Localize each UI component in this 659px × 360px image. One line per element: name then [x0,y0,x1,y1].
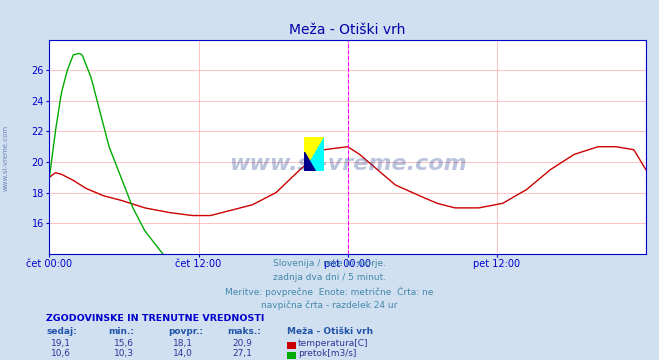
Text: 10,6: 10,6 [51,349,71,358]
Text: navpična črta - razdelek 24 ur: navpična črta - razdelek 24 ur [262,300,397,310]
Text: maks.:: maks.: [227,327,261,336]
Text: 10,3: 10,3 [114,349,134,358]
Text: temperatura[C]: temperatura[C] [298,339,368,348]
Text: min.:: min.: [109,327,134,336]
Polygon shape [304,152,316,171]
Text: 18,1: 18,1 [173,339,193,348]
Text: zadnja dva dni / 5 minut.: zadnja dva dni / 5 minut. [273,273,386,282]
Text: 15,6: 15,6 [114,339,134,348]
Text: 27,1: 27,1 [233,349,252,358]
Text: www.si-vreme.com: www.si-vreme.com [229,154,467,174]
Title: Meža - Otiški vrh: Meža - Otiški vrh [289,23,406,37]
Text: Meža - Otiški vrh: Meža - Otiški vrh [287,327,373,336]
Polygon shape [304,137,324,171]
Text: povpr.:: povpr.: [168,327,203,336]
Text: 19,1: 19,1 [51,339,71,348]
Text: pretok[m3/s]: pretok[m3/s] [298,349,357,358]
Text: 20,9: 20,9 [233,339,252,348]
Text: 14,0: 14,0 [173,349,193,358]
Text: www.si-vreme.com: www.si-vreme.com [2,125,9,192]
Text: Slovenija / reke in morje.: Slovenija / reke in morje. [273,259,386,268]
Polygon shape [304,137,324,171]
Text: Meritve: povprečne  Enote: metrične  Črta: ne: Meritve: povprečne Enote: metrične Črta:… [225,287,434,297]
Text: ZGODOVINSKE IN TRENUTNE VREDNOSTI: ZGODOVINSKE IN TRENUTNE VREDNOSTI [46,314,264,323]
Text: sedaj:: sedaj: [46,327,77,336]
